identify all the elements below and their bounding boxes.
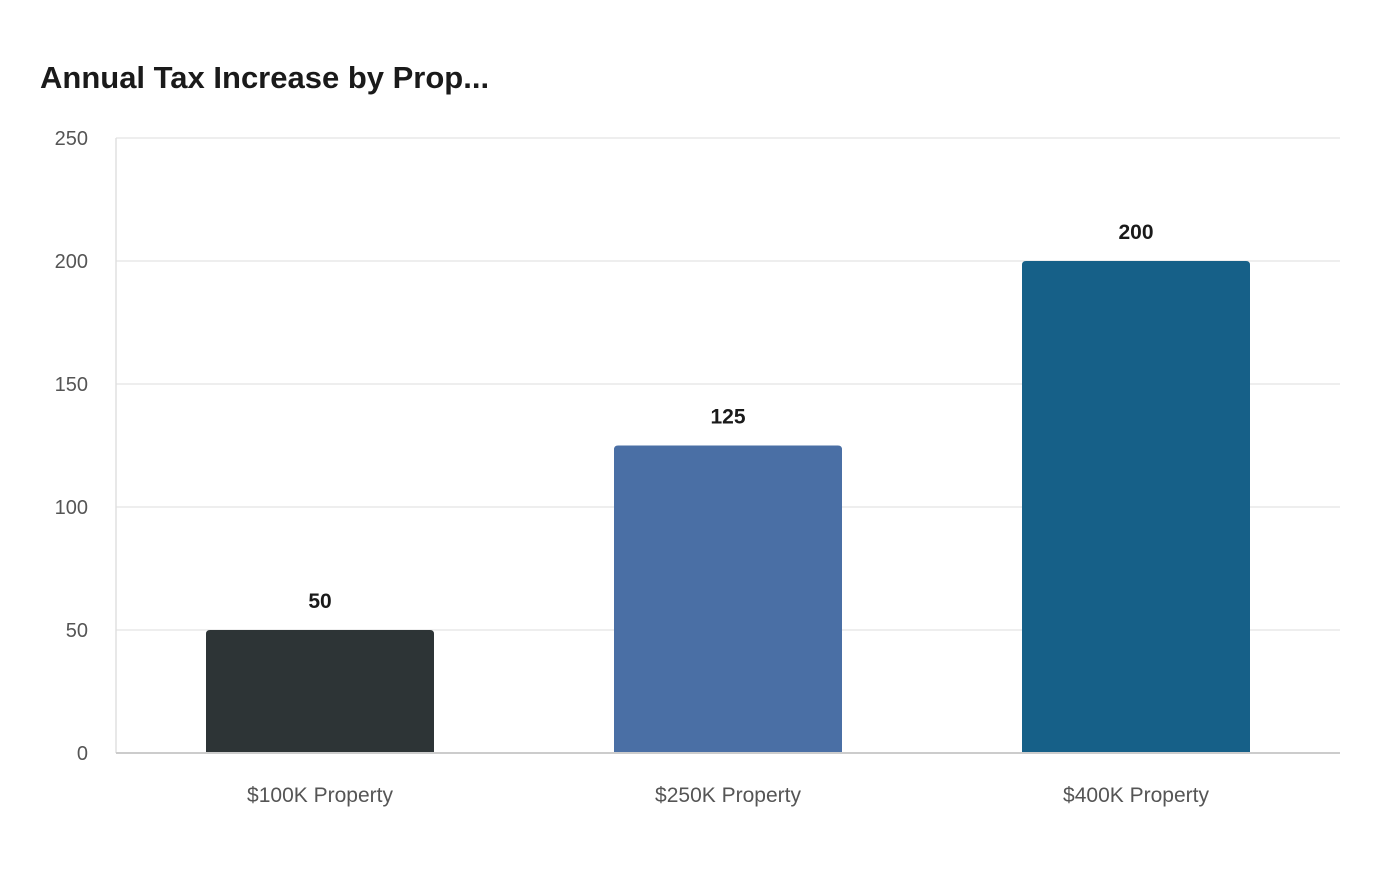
data-label: 125 (710, 406, 745, 429)
y-tick-label: 0 (77, 743, 88, 765)
bar (614, 445, 842, 753)
data-label: 50 (308, 590, 331, 613)
y-tick-label: 250 (55, 128, 88, 150)
data-label: 200 (1118, 221, 1153, 244)
y-tick-label: 50 (66, 620, 88, 642)
bar (1022, 261, 1250, 753)
x-tick-label: $100K Property (247, 784, 393, 807)
y-tick-label: 200 (55, 251, 88, 273)
chart-title: Annual Tax Increase by Prop... (40, 60, 490, 95)
x-tick-label: $250K Property (655, 784, 801, 807)
x-tick-label: $400K Property (1063, 784, 1209, 807)
y-tick-label: 100 (55, 497, 88, 519)
y-tick-label: 150 (55, 374, 88, 396)
bar (206, 630, 434, 753)
